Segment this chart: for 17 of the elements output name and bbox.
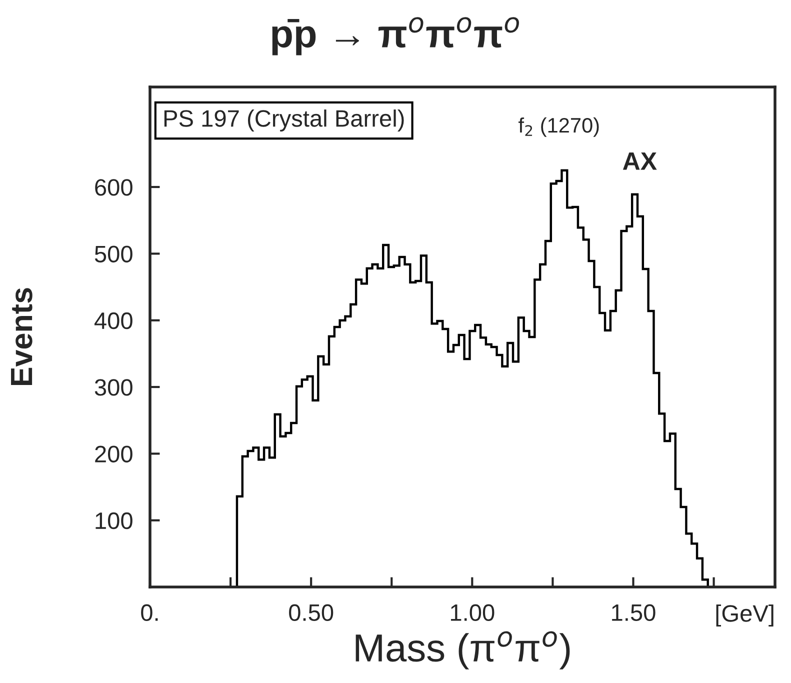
x-axis-title: Mass (π$^{o}$π$^{o}$) [356,631,570,670]
y-tick-label: 200 [95,446,132,462]
y-tick-label: 300 [94,379,132,396]
y-tick-label: 600 [95,179,132,196]
x-tick-label: 1.00 [450,604,494,622]
x-tick-label: 0. [141,604,158,622]
x-tick-label: 1.50 [612,604,656,622]
annotation: f$_{2}$ (1270) [518,117,599,137]
x-tick-label: 0.50 [289,604,334,622]
text: [GeV] [716,604,774,627]
y-axis-title: Events [11,288,32,386]
annotation: AX [622,152,657,170]
y-tick-label: 100 [96,512,132,530]
y-tick-label: 400 [94,312,132,330]
annotation: PS 197 (Crystal Barrel) [164,110,404,132]
chart-title: p̄p → π$^{o}$π$^{o}$π$^{o}$ [272,17,519,56]
y-tick-label: 500 [94,246,132,262]
